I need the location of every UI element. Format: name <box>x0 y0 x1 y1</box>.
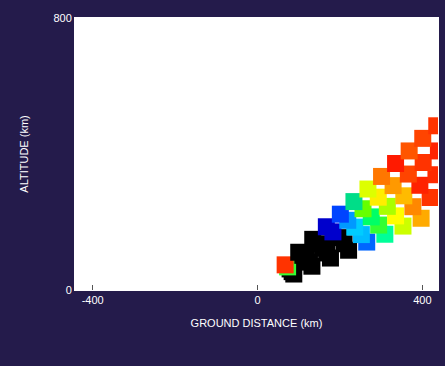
svg-text:ALTITUDE (km): ALTITUDE (km) <box>18 115 30 192</box>
svg-text:400: 400 <box>413 294 431 306</box>
svg-text:0: 0 <box>66 284 72 296</box>
svg-text:-400: -400 <box>82 294 104 306</box>
svg-text:GROUND DISTANCE (km): GROUND DISTANCE (km) <box>191 317 323 329</box>
svg-text:0: 0 <box>254 294 260 306</box>
svg-text:800: 800 <box>53 12 71 24</box>
